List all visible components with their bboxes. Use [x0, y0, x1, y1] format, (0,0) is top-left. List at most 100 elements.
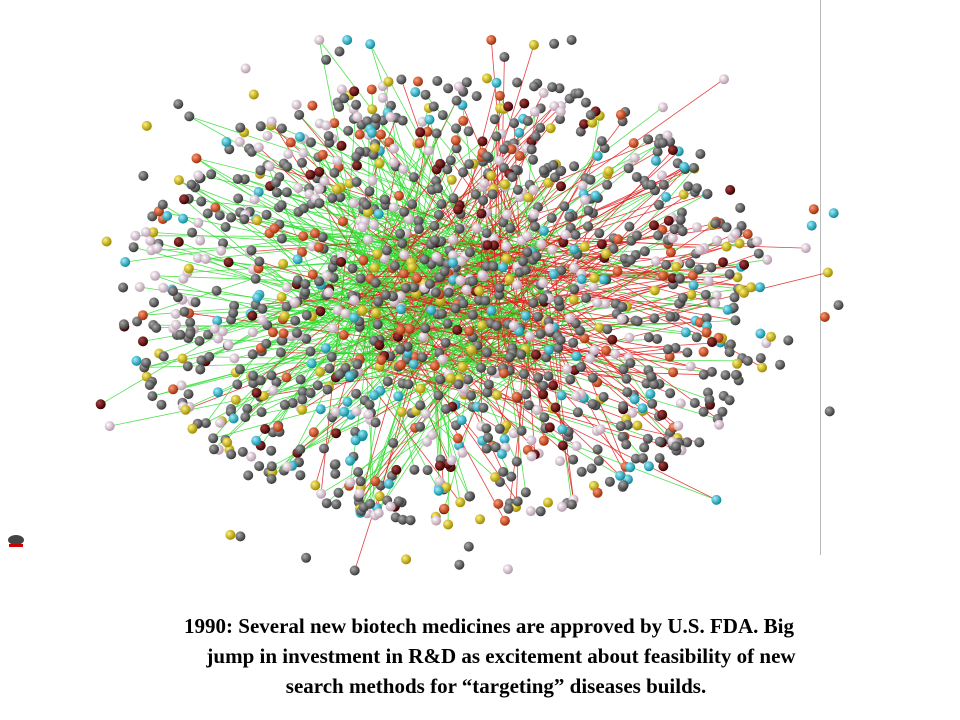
network-node	[297, 157, 307, 168]
network-node	[276, 123, 287, 134]
network-edge	[360, 354, 547, 482]
network-node	[701, 327, 712, 338]
network-node	[615, 109, 626, 120]
network-edge	[383, 369, 464, 392]
network-node	[602, 179, 613, 190]
network-node	[437, 110, 448, 121]
network-node	[617, 431, 628, 442]
network-node	[186, 179, 197, 190]
network-node	[436, 308, 447, 319]
network-node	[505, 223, 516, 234]
network-node	[279, 311, 290, 321]
network-node	[615, 470, 626, 481]
network-node	[370, 476, 381, 487]
network-node	[588, 281, 599, 292]
network-node	[120, 257, 131, 267]
network-node	[376, 355, 387, 365]
network-node	[396, 74, 407, 85]
network-node	[712, 235, 723, 246]
network-node	[455, 497, 466, 508]
network-node	[565, 374, 576, 385]
network-node	[262, 130, 273, 141]
network-node	[385, 112, 396, 122]
network-node	[388, 157, 399, 168]
network-node	[509, 118, 520, 129]
network-node	[420, 408, 431, 419]
network-node	[445, 373, 456, 384]
network-node	[353, 467, 364, 477]
network-node	[686, 289, 697, 300]
network-node	[335, 192, 346, 203]
network-node	[638, 453, 648, 464]
network-node	[194, 336, 205, 346]
network-node	[355, 476, 366, 487]
network-node	[246, 451, 257, 462]
network-node	[650, 155, 661, 166]
network-node	[257, 315, 268, 326]
network-node	[373, 508, 384, 519]
network-node	[415, 400, 426, 411]
network-node	[707, 337, 717, 348]
network-node	[168, 286, 178, 297]
network-node	[446, 174, 457, 185]
network-node	[446, 455, 457, 466]
network-node	[118, 282, 129, 293]
network-node	[249, 194, 260, 205]
network-node	[514, 151, 525, 161]
network-node	[223, 339, 234, 350]
network-node	[314, 276, 325, 287]
network-node	[833, 300, 844, 311]
network-node	[408, 359, 419, 370]
network-node	[658, 461, 669, 472]
network-node	[615, 421, 626, 432]
network-node	[138, 170, 149, 181]
network-node	[351, 406, 362, 417]
network-node	[131, 355, 142, 366]
network-node	[522, 247, 533, 258]
network-node	[305, 388, 316, 399]
logo	[8, 535, 24, 547]
network-node	[658, 270, 668, 281]
network-edge	[355, 228, 675, 326]
network-node	[453, 379, 464, 390]
network-node	[568, 454, 579, 465]
network-node	[410, 87, 421, 98]
network-node	[306, 137, 316, 148]
network-edge	[358, 267, 545, 503]
network-node	[412, 273, 422, 284]
network-node	[682, 437, 693, 448]
network-node	[339, 406, 350, 417]
network-node	[695, 149, 706, 159]
network-node	[369, 262, 380, 273]
network-node	[724, 347, 735, 358]
network-node	[518, 256, 529, 267]
network-edge	[152, 330, 388, 397]
network-node	[533, 372, 544, 383]
network-node	[564, 211, 575, 222]
network-node	[752, 236, 763, 247]
network-node	[355, 273, 366, 284]
network-node	[338, 330, 349, 340]
network-node	[211, 285, 222, 296]
network-node	[503, 101, 514, 112]
network-node	[255, 375, 266, 386]
network-node	[226, 449, 237, 460]
network-edge	[344, 246, 728, 311]
network-node	[128, 242, 139, 253]
network-node	[506, 144, 517, 155]
network-node	[543, 371, 554, 382]
network-node	[177, 353, 188, 364]
network-node	[583, 221, 594, 232]
network-edge	[314, 326, 363, 486]
network-node	[373, 296, 384, 307]
network-node	[330, 406, 341, 417]
network-node	[150, 270, 161, 281]
network-node	[301, 310, 312, 321]
network-node	[429, 220, 440, 231]
network-node	[366, 84, 377, 95]
network-node	[429, 361, 440, 371]
network-node	[523, 192, 534, 203]
network-node	[667, 273, 678, 284]
network-node	[520, 310, 531, 321]
network-node	[234, 364, 245, 375]
